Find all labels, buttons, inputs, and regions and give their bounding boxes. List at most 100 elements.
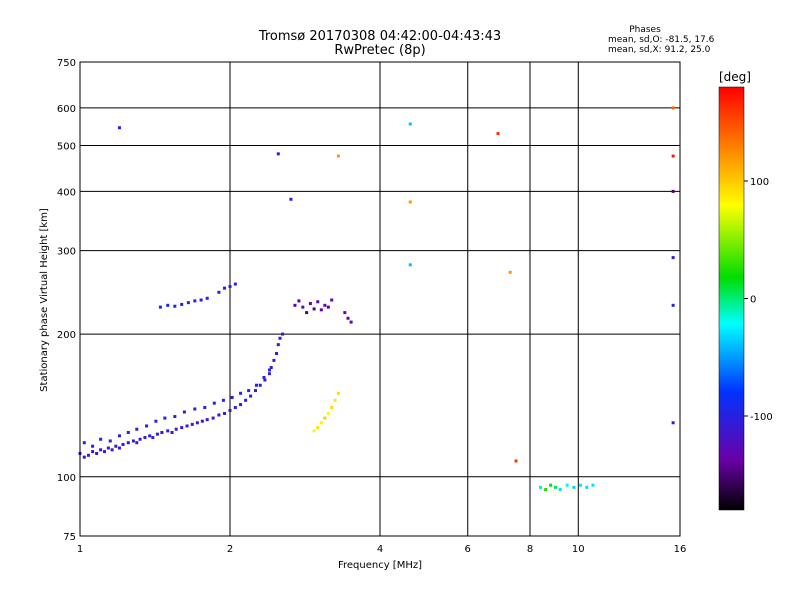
data-point	[544, 488, 548, 492]
data-point	[272, 358, 276, 362]
data-point	[323, 416, 327, 420]
data-point	[671, 106, 675, 110]
data-point	[591, 483, 595, 487]
data-point	[126, 430, 130, 434]
data-point	[228, 408, 232, 412]
data-point	[671, 256, 675, 260]
data-point	[514, 459, 518, 463]
data-point	[95, 451, 99, 455]
data-point	[281, 332, 285, 336]
data-point	[330, 298, 334, 302]
data-point	[233, 282, 237, 286]
data-point	[160, 430, 164, 434]
data-point	[326, 411, 330, 415]
data-point	[108, 439, 112, 443]
data-point	[408, 122, 412, 126]
x-tick-label: 16	[674, 544, 687, 555]
data-point	[316, 426, 320, 430]
data-point	[239, 403, 243, 407]
data-point	[262, 375, 266, 379]
data-point	[143, 436, 147, 440]
data-point	[185, 424, 189, 428]
data-point	[349, 320, 353, 324]
data-point	[163, 416, 167, 420]
data-point	[117, 434, 121, 438]
data-point	[319, 308, 323, 312]
data-point	[558, 488, 562, 492]
data-point	[158, 305, 162, 309]
data-point	[276, 343, 280, 347]
data-point	[565, 483, 569, 487]
data-point	[173, 304, 177, 308]
phases-mean-o: mean, sd,O: -81.5, 17.6	[608, 35, 715, 45]
data-point	[293, 303, 297, 307]
data-point	[308, 302, 312, 306]
plot-frame	[79, 61, 681, 537]
data-point	[671, 303, 675, 307]
data-point	[106, 446, 110, 450]
data-point	[205, 296, 209, 300]
data-point	[267, 368, 271, 372]
data-point	[200, 419, 204, 423]
x-tick-label: 8	[527, 544, 533, 555]
data-point	[173, 415, 177, 419]
data-point	[131, 439, 135, 443]
data-point	[203, 406, 207, 410]
data-point	[316, 300, 320, 304]
y-tick-label: 300	[57, 247, 76, 258]
data-point	[155, 432, 159, 436]
data-point	[138, 437, 142, 441]
data-point	[180, 426, 184, 430]
data-point	[496, 131, 500, 135]
data-point	[239, 391, 243, 395]
x-tick-label: 1	[77, 544, 83, 555]
data-point	[276, 152, 280, 156]
data-point	[82, 441, 86, 445]
data-point	[275, 352, 279, 356]
data-point	[269, 366, 273, 370]
data-point	[312, 307, 316, 311]
chart-title: Tromsø 20170308 04:42:00-04:43:43	[258, 29, 501, 44]
data-point	[182, 410, 186, 414]
x-tick-label: 4	[377, 544, 383, 555]
data-point	[126, 441, 130, 445]
y-tick-label: 75	[63, 532, 76, 543]
data-point	[99, 437, 103, 441]
colorbar-tick-label: 0	[750, 295, 756, 306]
data-point	[114, 444, 118, 448]
data-point	[166, 429, 170, 433]
data-point	[135, 427, 139, 431]
data-point	[166, 303, 170, 307]
y-tick-label: 750	[57, 58, 76, 69]
y-tick-label: 400	[57, 187, 76, 198]
colorbar-tick-label: -100	[750, 412, 773, 423]
data-point	[91, 444, 95, 448]
data-point	[249, 394, 253, 398]
data-point	[145, 424, 149, 428]
data-point	[254, 383, 258, 387]
data-point	[330, 406, 334, 410]
data-point	[170, 430, 174, 434]
data-point	[336, 154, 340, 158]
data-point	[553, 485, 557, 489]
data-point	[578, 483, 582, 487]
grid-lines	[80, 62, 680, 536]
data-point	[230, 395, 234, 399]
data-point	[110, 448, 114, 452]
y-axis-label: Stationary phase Virtual Height [km]	[39, 208, 50, 392]
colorbar-label: [deg]	[719, 70, 751, 84]
y-axis-ticks: 75 100 200 300 400 500 600 750	[57, 58, 76, 543]
data-point	[86, 453, 90, 457]
data-point	[258, 383, 262, 387]
data-point	[585, 485, 589, 489]
data-point	[228, 285, 232, 289]
data-point	[408, 263, 412, 267]
data-point	[572, 485, 576, 489]
data-point	[223, 411, 227, 415]
x-tick-label: 10	[572, 544, 585, 555]
data-point	[671, 421, 675, 425]
chart-subtitle: RwPretec (8p)	[334, 43, 425, 58]
data-point	[333, 398, 337, 402]
data-point	[217, 413, 221, 417]
